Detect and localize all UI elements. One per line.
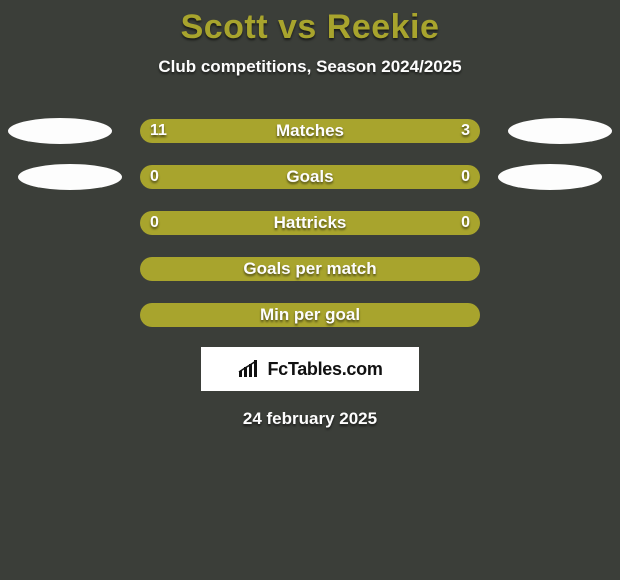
comparison-infographic: Scott vs Reekie Club competitions, Seaso… <box>0 0 620 580</box>
bar-right-segment <box>310 257 480 281</box>
stat-row: Min per goal <box>0 303 620 327</box>
bar-left-segment <box>140 257 310 281</box>
bar-wrap: Min per goal <box>140 303 480 327</box>
date-text: 24 february 2025 <box>0 409 620 429</box>
player-ellipse <box>508 118 612 144</box>
chart-area: Matches113 Goals00 Hattricks00 Goals per ma… <box>0 119 620 327</box>
bar-wrap: Goals per match <box>140 257 480 281</box>
bar-right-segment <box>310 303 480 327</box>
bar-wrap: Matches113 <box>140 119 480 143</box>
bar-left-segment <box>140 303 310 327</box>
bar-wrap: Hattricks00 <box>140 211 480 235</box>
player-ellipse <box>8 118 112 144</box>
bar-wrap: Goals00 <box>140 165 480 189</box>
bar-right-segment <box>310 165 480 189</box>
player-ellipse <box>498 164 602 190</box>
bar-chart-icon <box>237 359 261 379</box>
stat-row: Matches113 <box>0 119 620 143</box>
player-ellipse <box>18 164 122 190</box>
page-subtitle: Club competitions, Season 2024/2025 <box>0 57 620 77</box>
page-title: Scott vs Reekie <box>0 0 620 47</box>
logo-text: FcTables.com <box>267 359 382 380</box>
bar-left-segment <box>140 165 310 189</box>
bar-left-segment <box>140 211 310 235</box>
stat-row: Goals00 <box>0 165 620 189</box>
logo-box: FcTables.com <box>201 347 419 391</box>
bar-right-segment <box>407 119 480 143</box>
bar-right-segment <box>310 211 480 235</box>
stat-row: Goals per match <box>0 257 620 281</box>
bar-left-segment <box>140 119 407 143</box>
stat-row: Hattricks00 <box>0 211 620 235</box>
